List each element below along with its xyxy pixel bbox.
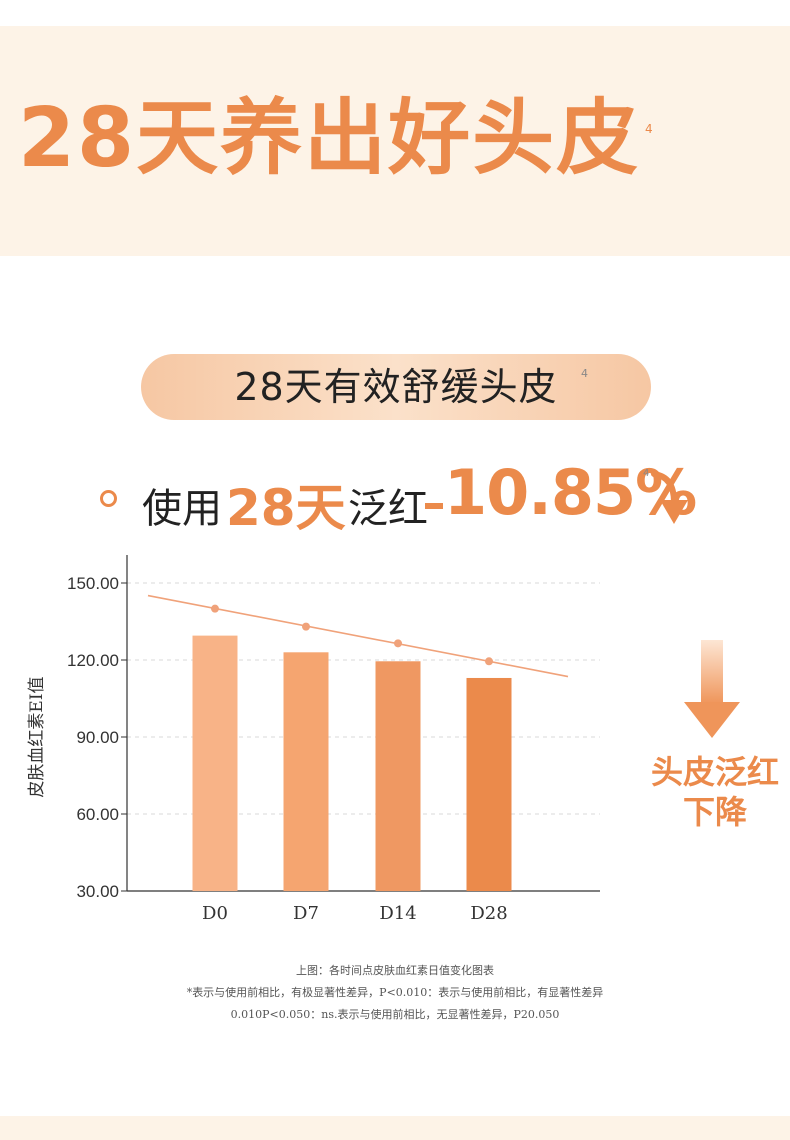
bar-d0 <box>192 635 238 891</box>
note-line-3: 0.010P<0.050：ns.表示与使用前相比，无显著性差异，P20.050 <box>230 1008 560 1021</box>
bar-d7 <box>283 652 329 891</box>
trend-point <box>302 622 310 631</box>
note-line-1: 上图：各时间点皮肤血红素日值变化图表 <box>296 964 494 977</box>
title-footnote-ref: 4 <box>645 122 653 136</box>
y-tick-label: 120.00 <box>67 651 119 670</box>
curved-down-arrow-icon <box>651 471 688 524</box>
x-tick-label: D28 <box>470 903 507 924</box>
side-label-line2: 下降 <box>682 793 747 831</box>
y-tick-label: 60.00 <box>76 805 119 824</box>
side-label-line1: 头皮泛红 <box>650 753 779 791</box>
stat-row: 使用 28天 泛红 10.85% 4 <box>100 456 790 537</box>
note-line-2: *表示与使用前相比，有极显著性差异，P<0.010：表示与使用前相比，有显著性差… <box>186 986 604 999</box>
y-tick-label: 90.00 <box>76 728 119 747</box>
footer-band <box>0 1116 790 1140</box>
circle-bullet-icon <box>100 490 117 507</box>
y-tick-label: 30.00 <box>76 882 119 901</box>
y-tick-label: 150.00 <box>67 574 119 593</box>
stat-days: 28天 <box>226 479 346 537</box>
header-band <box>0 26 790 256</box>
claim-pill-text: 28天有效舒缓头皮 <box>234 365 558 409</box>
stat-prefix: 使用 <box>142 486 222 532</box>
x-tick-label: D7 <box>293 903 319 924</box>
page-title: 28天养出好头皮 <box>18 91 641 186</box>
stat-middle: 泛红 <box>348 486 428 532</box>
x-tick-label: D0 <box>202 903 228 924</box>
stat-footnote-ref: 4 <box>643 468 650 479</box>
trend-point <box>485 657 493 666</box>
stat-value: 10.85% <box>444 456 697 529</box>
down-arrow-icon <box>684 640 740 738</box>
hemoglobin-bar-chart: 150.00 120.00 90.00 60.00 30.00 皮肤血红素EI值 D0 D7 D… <box>27 555 600 924</box>
bar-d14 <box>375 661 421 891</box>
claim-pill: 28天有效舒缓头皮 <box>141 354 651 420</box>
trend-point <box>394 639 402 648</box>
side-label: 头皮泛红 下降 <box>640 752 790 832</box>
minus-sign-icon <box>425 503 443 509</box>
chart-notes: 上图：各时间点皮肤血红素日值变化图表 *表示与使用前相比，有极显著性差异，P<0… <box>95 960 695 1026</box>
x-tick-label: D14 <box>379 903 416 924</box>
y-axis-label: 皮肤血红素EI值 <box>27 676 47 797</box>
bar-d28 <box>466 677 512 891</box>
top-strip <box>0 0 790 26</box>
trend-point <box>211 604 219 613</box>
pill-footnote-ref: 4 <box>581 367 588 380</box>
